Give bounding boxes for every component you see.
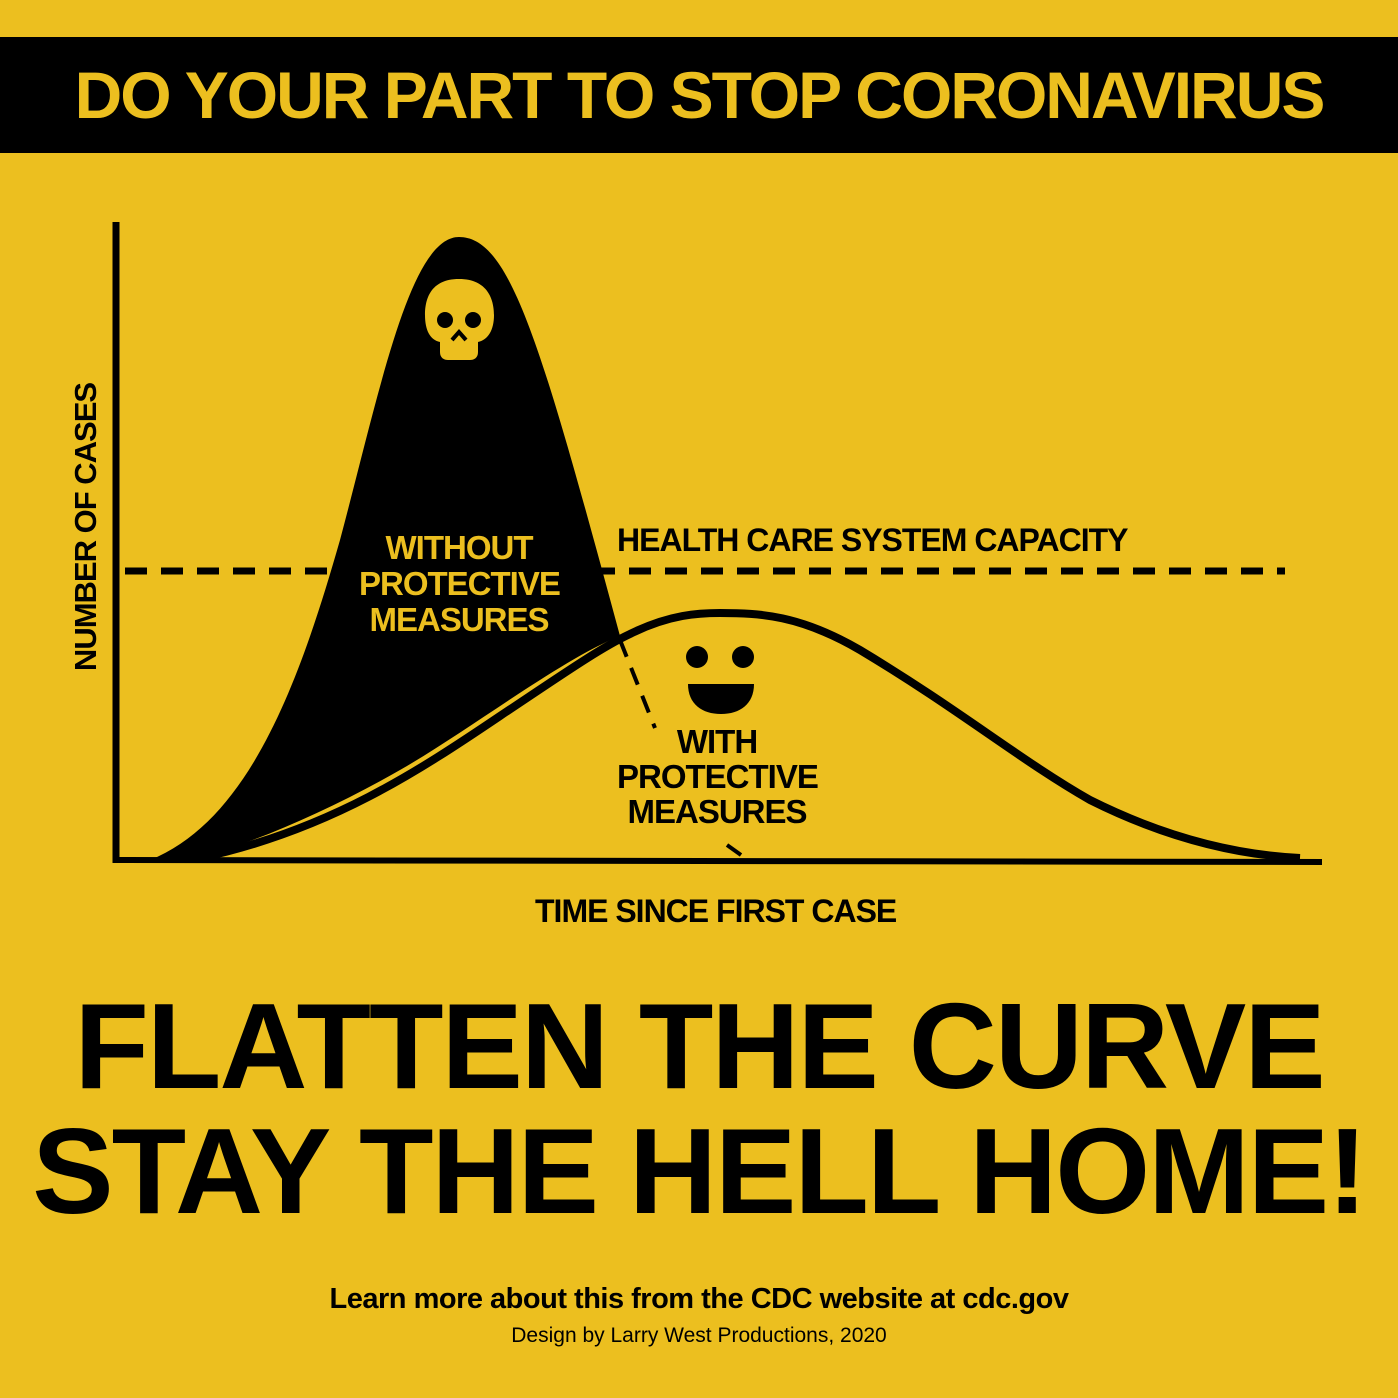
with-measures-curve: [199, 608, 1301, 862]
credit-text: Design by Larry West Productions, 2020: [511, 1324, 887, 1347]
without-measures-dashed-end: [725, 843, 743, 857]
header-title: DO YOUR PART TO STOP CORONAVIRUS: [74, 58, 1326, 132]
with-label-line: MEASURES: [627, 793, 807, 830]
x-axis-label: TIME SINCE FIRST CASE: [535, 893, 897, 929]
smiley-face-icon: [686, 646, 754, 714]
y-axis-label: NUMBER OF CASES: [68, 382, 103, 672]
capacity-label: HEALTH CARE SYSTEM CAPACITY: [617, 522, 1128, 558]
without-label-line: MEASURES: [369, 601, 549, 638]
without-label-line: WITHOUT: [385, 529, 534, 566]
with-label-line: WITH: [676, 723, 758, 760]
headline-line-2: STAY THE HELL HOME!: [32, 1103, 1368, 1239]
without-measures-label: WITHOUT PROTECTIVE MEASURES: [359, 529, 561, 638]
without-label-line: PROTECTIVE: [359, 565, 561, 602]
skull-icon: [425, 279, 494, 360]
header-band: DO YOUR PART TO STOP CORONAVIRUS: [0, 37, 1398, 153]
without-measures-dashed-tail: [618, 639, 657, 729]
with-measures-label: WITH PROTECTIVE MEASURES: [617, 723, 819, 830]
without-measures-area: [150, 237, 620, 860]
learn-more-text: Learn more about this from the CDC websi…: [329, 1283, 1069, 1315]
with-label-line: PROTECTIVE: [617, 758, 819, 795]
headline-line-1: FLATTEN THE CURVE: [74, 978, 1325, 1114]
x-axis: [112, 857, 1323, 865]
